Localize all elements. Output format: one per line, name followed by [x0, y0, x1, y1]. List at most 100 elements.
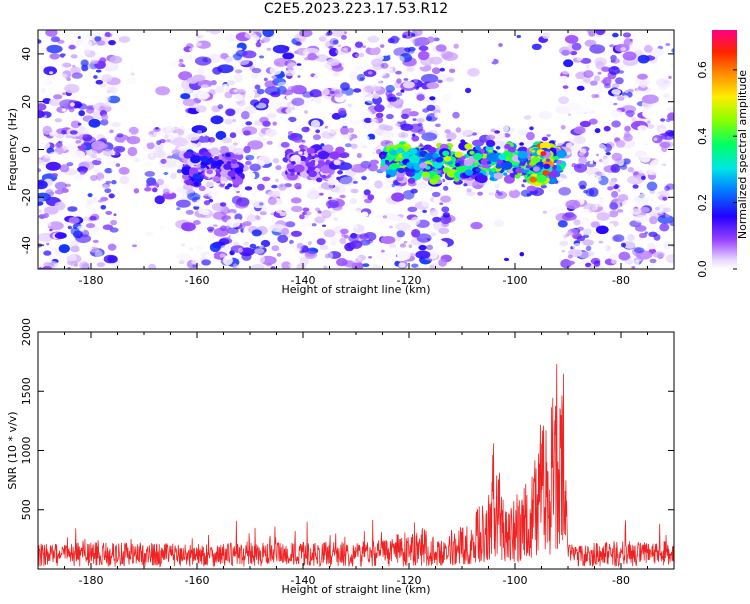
spectrogram-cell [288, 116, 297, 123]
spectrogram-cell [590, 232, 599, 237]
spectrogram-cell [236, 129, 243, 135]
spectrogram-cell [623, 133, 633, 142]
spectrogram-signal-cell [460, 155, 466, 160]
spectrogram-cell [429, 96, 436, 101]
spectrogram-cell [232, 142, 238, 146]
spectrogram-cell [435, 123, 441, 128]
spectrogram-cell [79, 56, 84, 60]
spectrogram-cell [616, 229, 622, 232]
spectrogram-cell [568, 134, 575, 139]
spectrogram-cell [375, 112, 384, 119]
spectrogram-cell [67, 145, 75, 151]
spectrogram-cell [340, 126, 349, 135]
spectrogram-cell [372, 93, 380, 99]
spectrogram-cell [119, 175, 130, 185]
spectrogram-cell [77, 122, 82, 126]
spectrogram-cell [278, 246, 285, 252]
spectrogram-cell [503, 257, 510, 262]
spectrogram-cell [176, 252, 191, 261]
spectrogram-cell [45, 161, 62, 171]
spectrogram-cell [395, 70, 402, 75]
spectrogram-cell [142, 147, 148, 150]
spectrogram-cell [625, 235, 636, 243]
spectrogram-cell [90, 59, 99, 65]
spectrogram-cell [435, 44, 447, 52]
spectrogram-cell [118, 167, 130, 175]
spectrogram-signal-cell [473, 153, 483, 161]
spectrogram-signal-cell [442, 150, 450, 157]
snr-line [38, 363, 674, 568]
spectrogram-cell [221, 137, 233, 144]
spectrogram-cell [602, 76, 612, 86]
spectrogram-cell [654, 31, 659, 35]
spectrogram-cell [283, 69, 296, 77]
spectrogram-cell [579, 120, 592, 128]
spectrogram-cell [355, 54, 360, 57]
spectrogram-cell [409, 111, 419, 117]
spectrogram-cell [92, 239, 99, 244]
spectrogram-cell [343, 234, 349, 239]
spectrogram-cell [605, 152, 611, 156]
spectrogram-cell [259, 202, 264, 206]
spectrogram-cell [82, 169, 88, 173]
spectrogram-panel: -180 -160 -140 -120 -100 -80 -40 -20 0 20 40 Height… [6, 29, 675, 296]
spectrogram-cell [307, 52, 318, 61]
spectrogram-cell [50, 36, 61, 43]
spectrogram-cell [352, 225, 358, 229]
spectrogram-cell [217, 104, 224, 110]
snr-frame [37, 331, 675, 570]
spectrogram-cell [437, 79, 443, 84]
spectrogram-cell [180, 93, 191, 100]
spectrogram-cell [627, 167, 634, 173]
spectrogram-cell [670, 63, 674, 68]
spectrogram-cell [61, 129, 67, 135]
spectrogram-cell [251, 229, 262, 237]
spectrogram-cell [340, 228, 349, 235]
spectrogram-cell [186, 142, 198, 150]
spectrogram-cell [542, 210, 547, 214]
spectrogram-cell [396, 230, 406, 238]
spectrogram-cell [370, 118, 377, 122]
spectrogram-cell [130, 72, 135, 76]
spectrogram-cell [396, 92, 403, 97]
spectrogram-signal-cell [410, 168, 416, 173]
spectrogram-cell [241, 126, 258, 135]
spectrogram-signal-cell [507, 146, 516, 153]
spectrogram-cell [107, 243, 117, 251]
spectrogram-cell [170, 172, 177, 180]
spectrogram-cell [650, 159, 666, 169]
spectrogram-cell [67, 225, 73, 230]
spectrogram-cell [109, 129, 114, 134]
spectrogram-cell [234, 74, 243, 83]
spectrogram-cell [588, 118, 598, 125]
spectrogram-cell [638, 129, 647, 138]
spectrogram-cell [646, 124, 655, 129]
spectrogram-cell [490, 128, 496, 133]
spectrogram-cell [546, 134, 551, 137]
spectrogram-cell [329, 236, 338, 242]
spectrogram-cell [323, 265, 328, 269]
spectrogram-cell [642, 109, 657, 119]
spectrogram-cell [339, 176, 356, 186]
spectrogram-cell [542, 32, 551, 39]
spectrogram-cell [594, 57, 608, 66]
spectrogram-cell [55, 240, 62, 244]
spectrogram-cell [400, 133, 405, 137]
spectrogram-cell [38, 103, 47, 111]
spectrogram-cell [239, 194, 243, 197]
spectrogram-cell [201, 51, 209, 57]
spectrogram-cell [380, 236, 396, 244]
spectrogram-cell [309, 193, 316, 200]
spectrogram-cell [314, 207, 321, 212]
spectrogram-cell [434, 112, 442, 118]
spectrogram-cell [568, 260, 575, 265]
spectrogram-cell [198, 135, 211, 144]
spectrogram-cell [242, 221, 252, 227]
spectrogram-signal-cell [469, 150, 475, 155]
spectrogram-signal-cell [396, 147, 404, 154]
spectrogram-cell [302, 220, 313, 229]
spectrogram-signal-cell [230, 162, 239, 169]
spectrogram-cell [558, 187, 571, 196]
spectrogram-signal-cell [200, 155, 209, 163]
spectrogram-cell [96, 157, 102, 161]
